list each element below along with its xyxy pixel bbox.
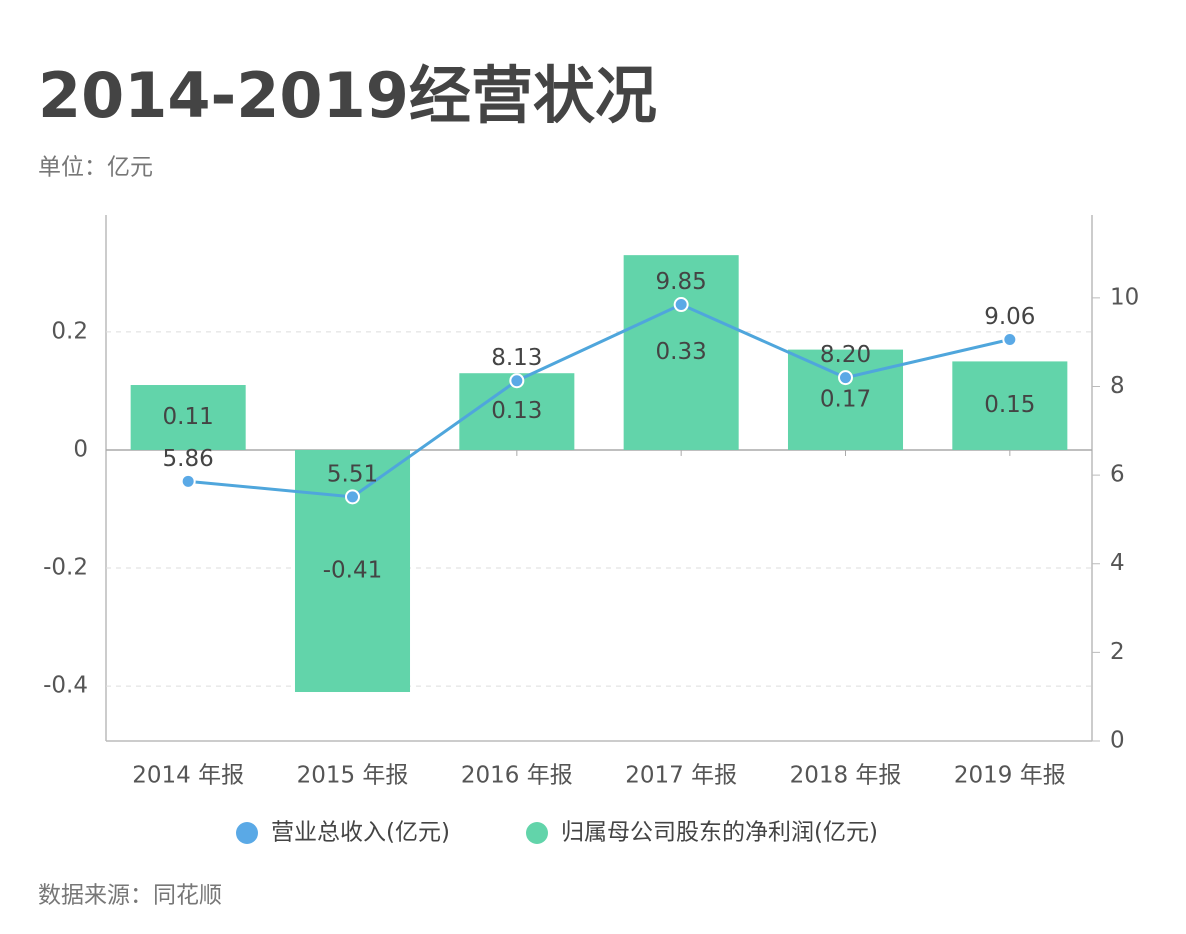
bar-value-label: 0.17	[820, 386, 871, 412]
line-point	[180, 473, 196, 489]
bar-value-label: 0.11	[163, 404, 214, 430]
y2-tick-label: 8	[1110, 373, 1125, 399]
source-note: 数据来源：同花顺	[38, 883, 222, 909]
x-tick-label: 2017 年报	[625, 763, 737, 789]
y2-tick-label: 0	[1110, 728, 1125, 754]
y2-tick-label: 10	[1110, 284, 1139, 310]
bar-value-label: -0.41	[323, 557, 383, 583]
legend-marker	[526, 822, 548, 844]
y-tick-label: 0	[73, 436, 88, 462]
line-point	[509, 373, 525, 389]
line-value-label: 9.85	[656, 269, 707, 295]
y2-tick-label: 6	[1110, 462, 1125, 488]
bar	[787, 349, 904, 450]
y-tick-label: -0.2	[43, 555, 88, 581]
line-point	[1002, 332, 1018, 348]
line-point	[345, 489, 360, 505]
line-value-label: 8.20	[820, 342, 871, 368]
legend-label: 归属母公司股东的净利润(亿元)	[561, 820, 878, 846]
y-tick-label: 0.2	[51, 318, 88, 344]
line-value-label: 8.13	[491, 345, 542, 371]
bar	[130, 385, 246, 450]
bar-value-label: 0.13	[491, 398, 542, 424]
bar	[623, 255, 739, 450]
y2-tick-label: 2	[1110, 639, 1125, 665]
x-tick-label: 2015 年报	[297, 763, 409, 789]
legend-marker	[236, 822, 258, 844]
y-tick-label: -0.4	[43, 673, 88, 699]
y2-tick-label: 4	[1110, 550, 1125, 576]
line-value-label: 5.86	[163, 446, 214, 472]
chart-subtitle: 单位：亿元	[38, 155, 153, 181]
bar-value-label: 0.15	[984, 392, 1035, 418]
bar	[952, 361, 1068, 450]
line-value-label: 9.06	[984, 304, 1035, 330]
line-value-label: 5.51	[327, 461, 378, 487]
chart-title: 2014-2019经营状况	[38, 59, 657, 132]
line	[188, 302, 1011, 499]
line-point	[838, 370, 853, 386]
x-tick-label: 2019 年报	[954, 763, 1066, 789]
legend-label: 营业总收入(亿元)	[271, 820, 450, 846]
x-tick-label: 2016 年报	[461, 763, 573, 789]
x-tick-label: 2014 年报	[132, 763, 244, 789]
bar-value-label: 0.33	[656, 339, 707, 365]
x-tick-label: 2018 年报	[790, 763, 902, 789]
line-point	[673, 297, 689, 313]
